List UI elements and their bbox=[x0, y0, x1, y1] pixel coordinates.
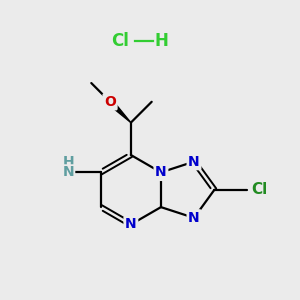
Text: H: H bbox=[155, 32, 169, 50]
Text: H: H bbox=[63, 155, 74, 169]
Text: N: N bbox=[63, 165, 74, 179]
Text: N: N bbox=[188, 211, 200, 225]
Text: Cl: Cl bbox=[112, 32, 130, 50]
Polygon shape bbox=[108, 100, 131, 123]
Text: N: N bbox=[155, 165, 167, 179]
Text: O: O bbox=[104, 95, 116, 109]
Text: Cl: Cl bbox=[251, 182, 268, 197]
Text: N: N bbox=[125, 218, 137, 232]
Text: N: N bbox=[188, 154, 200, 169]
